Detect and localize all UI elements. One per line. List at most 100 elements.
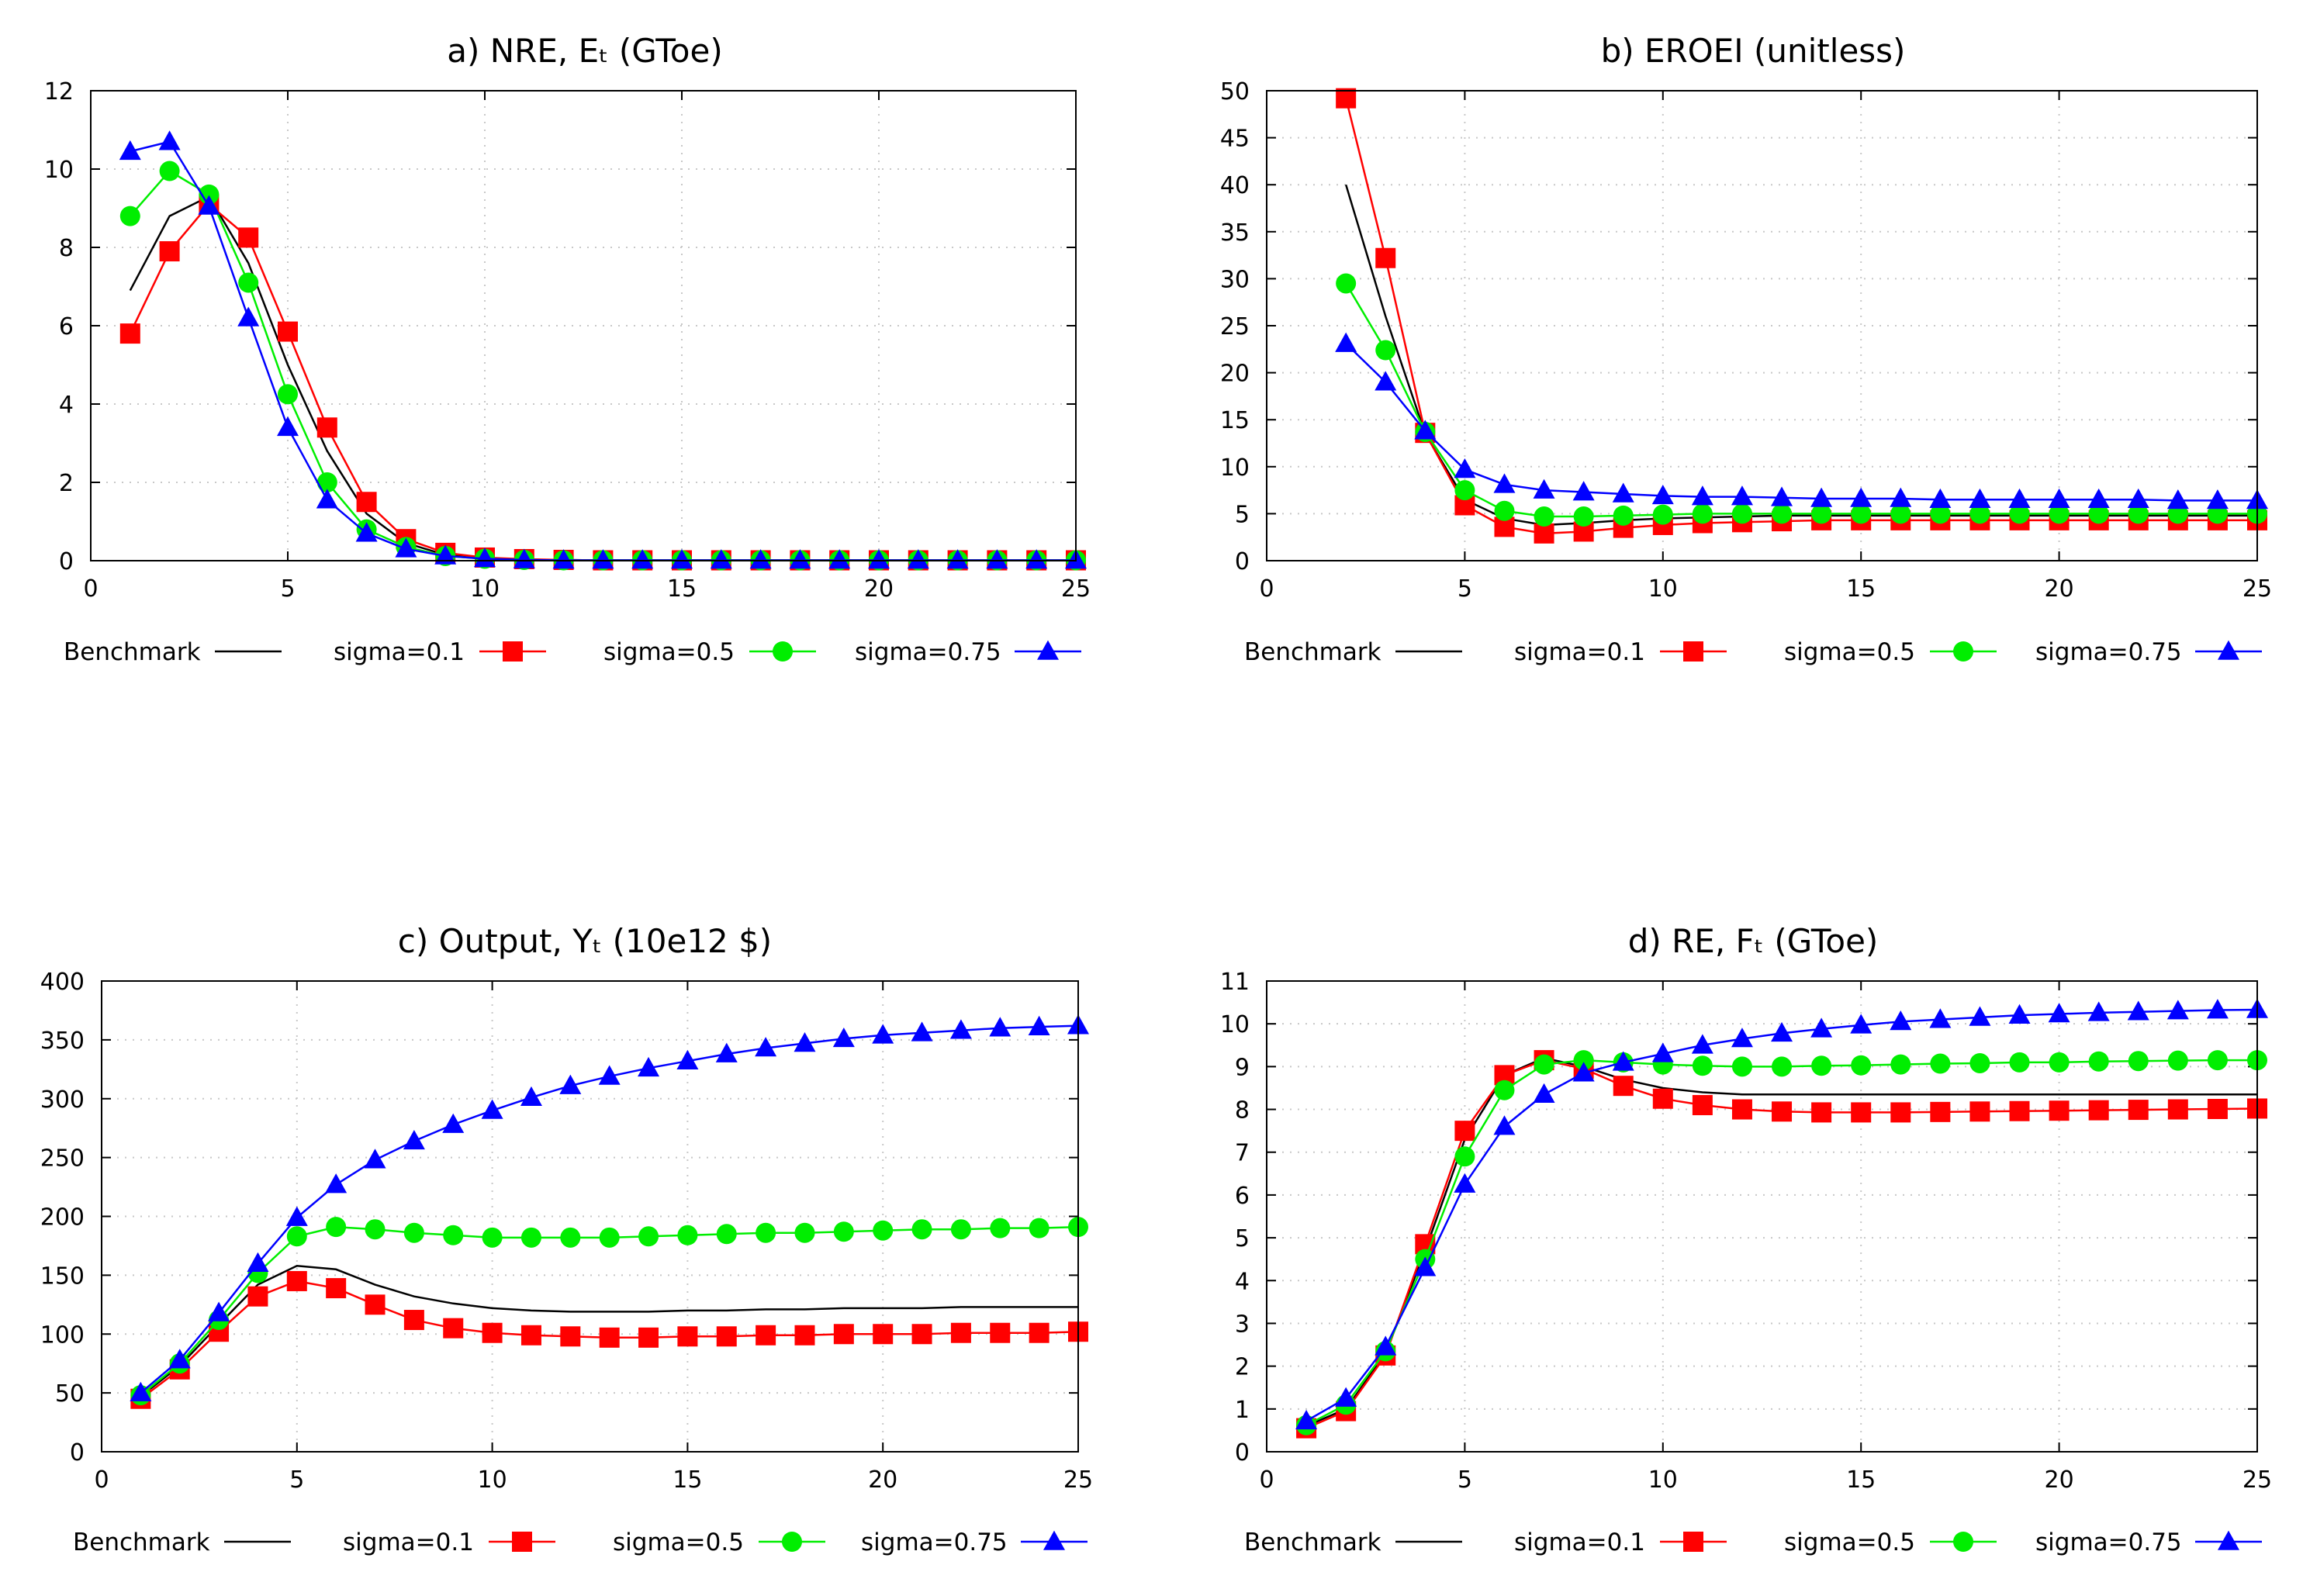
chart-a-point-sigma-0-1 xyxy=(159,241,180,262)
chart-c-point-sigma-0-75 xyxy=(520,1086,542,1107)
chart-a-point-sigma-0-5 xyxy=(278,384,298,405)
chart-c-point-sigma-0-1 xyxy=(1029,1322,1049,1343)
chart-c: 0 5 10 15 20 25050100150200250300350400Benchm… xyxy=(40,969,1093,1556)
chart-d-point-sigma-0-75 xyxy=(1969,1006,1991,1026)
chart-a-point-sigma-0-75 xyxy=(119,140,141,161)
chart-b-point-sigma-0-75 xyxy=(1612,482,1634,503)
chart-c-point-sigma-0-75 xyxy=(872,1024,894,1044)
chart-d-point-sigma-0-75 xyxy=(1454,1173,1476,1193)
chart-b-ytick-label: 15 xyxy=(1220,407,1250,434)
legend-marker xyxy=(782,1532,802,1552)
chart-d-point-sigma-0-1 xyxy=(1613,1076,1634,1097)
chart-d-point-sigma-0-1 xyxy=(1811,1102,1832,1123)
chart-b-point-sigma-0-75 xyxy=(1771,486,1793,506)
chart-c-legend: Benchmark sigma=0.1 sigma=0.5 sigma=0.75 xyxy=(73,1529,1088,1556)
chart-b-xtick-label: 10 xyxy=(1648,575,1678,603)
chart-d-point-sigma-0-5 xyxy=(1851,1055,1872,1076)
chart-d-point-sigma-0-5 xyxy=(2009,1052,2030,1073)
chart-a-point-sigma-0-75 xyxy=(946,549,969,569)
chart-b-point-sigma-0-5 xyxy=(1454,480,1475,501)
chart-a-frame xyxy=(90,90,1077,561)
chart-d-point-sigma-0-75 xyxy=(1810,1017,1833,1038)
chart-a-point-sigma-0-75 xyxy=(552,549,575,569)
chart-a-point-sigma-0-75 xyxy=(592,549,614,569)
legend-label: Benchmark xyxy=(64,638,201,666)
chart-c-point-sigma-0-1 xyxy=(599,1327,620,1348)
chart-b-xtick-label: 15 xyxy=(1846,575,1876,603)
chart-c-point-sigma-0-5 xyxy=(599,1227,620,1248)
chart-d: 0 5 10 15 20 25 0 1 2 3 4 5 6 7 8 9 10 11 Benchmark sigma=0… xyxy=(1220,969,2272,1556)
chart-d-xtick-label: 20 xyxy=(2045,1466,2074,1494)
chart-c-ytick-label: 250 xyxy=(40,1145,85,1173)
chart-d-point-sigma-0-5 xyxy=(1890,1054,1911,1075)
legend-label: sigma=0.75 xyxy=(2035,1529,2182,1556)
chart-d-point-sigma-0-1 xyxy=(1772,1101,1793,1122)
chart-c-point-sigma-0-5 xyxy=(677,1225,698,1245)
chart-d-point-sigma-0-1 xyxy=(1652,1088,1673,1109)
chart-b-point-sigma-0-5 xyxy=(1573,506,1594,527)
chart-c-point-sigma-0-75 xyxy=(559,1074,582,1094)
chart-a-point-sigma-0-75 xyxy=(986,549,1008,569)
chart-d-point-sigma-0-75 xyxy=(2008,1004,2031,1024)
chart-d-xtick-label: 0 xyxy=(1259,1466,1274,1494)
chart-b-point-sigma-0-75 xyxy=(1810,487,1833,507)
chart-d-point-sigma-0-5 xyxy=(1692,1055,1713,1076)
chart-c-point-sigma-0-1 xyxy=(286,1270,307,1291)
chart-d-point-sigma-0-5 xyxy=(2167,1050,2188,1071)
chart-a-xtick-label: 5 xyxy=(280,575,295,603)
chart-b-point-sigma-0-75 xyxy=(1969,488,1991,509)
chart-a-point-sigma-0-5 xyxy=(238,272,259,293)
chart-b-point-sigma-0-5 xyxy=(1494,500,1515,521)
legend-marker xyxy=(1683,1532,1703,1552)
legend-marker xyxy=(512,1532,532,1552)
chart-c-ytick-label: 400 xyxy=(40,969,85,996)
chart-b-point-sigma-0-5 xyxy=(1731,503,1752,524)
chart-c-point-sigma-0-5 xyxy=(950,1219,971,1240)
chart-c-point-sigma-0-75 xyxy=(481,1099,503,1119)
legend-label: Benchmark xyxy=(1244,638,1381,666)
legend-label: sigma=0.5 xyxy=(1784,1529,1915,1556)
chart-b-point-sigma-0-5 xyxy=(1851,503,1872,524)
chart-c-point-sigma-0-75 xyxy=(911,1021,933,1042)
chart-c-point-sigma-0-1 xyxy=(403,1310,424,1331)
legend-label: Benchmark xyxy=(1244,1529,1381,1556)
chart-d-point-sigma-0-5 xyxy=(1772,1056,1793,1077)
legend-marker xyxy=(2218,1530,2239,1550)
chart-d-point-sigma-0-1 xyxy=(2049,1100,2070,1121)
chart-d-point-sigma-0-75 xyxy=(1335,1387,1357,1407)
legend-label: sigma=0.5 xyxy=(613,1529,744,1556)
chart-d-ytick-label: 4 xyxy=(1235,1268,1250,1295)
chart-c-point-sigma-0-75 xyxy=(403,1129,425,1150)
chart-b-point-sigma-0-5 xyxy=(1969,503,1990,524)
chart-c-point-sigma-0-5 xyxy=(794,1222,815,1243)
chart-a-point-sigma-0-75 xyxy=(907,549,929,569)
chart-a-ytick-label: 4 xyxy=(59,392,74,419)
chart-d-point-sigma-0-1 xyxy=(1930,1101,1951,1122)
chart-b-series-sigma-0-5-line xyxy=(1345,282,2257,518)
chart-a-ytick-label: 12 xyxy=(44,78,74,105)
legend-marker xyxy=(1953,1532,1973,1552)
chart-c-point-sigma-0-1 xyxy=(247,1286,268,1307)
chart-c-frame xyxy=(101,980,1079,1453)
chart-b-point-sigma-0-75 xyxy=(1691,485,1713,506)
chart-b-point-sigma-0-5 xyxy=(1692,503,1713,524)
chart-b-point-sigma-0-75 xyxy=(2087,488,2110,509)
legend-label: sigma=0.5 xyxy=(603,638,735,666)
chart-a-point-sigma-0-75 xyxy=(395,537,417,558)
chart-c-point-sigma-0-1 xyxy=(482,1322,503,1343)
chart-d-point-sigma-0-1 xyxy=(1851,1102,1872,1123)
chart-c-point-sigma-0-75 xyxy=(208,1301,230,1321)
chart-a-point-sigma-0-75 xyxy=(316,489,338,509)
legend-label: sigma=0.1 xyxy=(343,1529,474,1556)
chart-c-point-sigma-0-1 xyxy=(990,1322,1011,1343)
legend-label: Benchmark xyxy=(73,1529,210,1556)
legend-label: sigma=0.75 xyxy=(855,638,1001,666)
legend-marker xyxy=(1683,641,1703,662)
chart-d-point-sigma-0-75 xyxy=(1533,1083,1555,1104)
chart-c-ytick-label: 0 xyxy=(70,1439,85,1466)
chart-b-point-sigma-0-5 xyxy=(2088,503,2109,524)
chart-c-point-sigma-0-1 xyxy=(716,1326,737,1347)
chart-c-point-sigma-0-5 xyxy=(482,1227,503,1248)
chart-b-point-sigma-0-75 xyxy=(1454,458,1476,478)
